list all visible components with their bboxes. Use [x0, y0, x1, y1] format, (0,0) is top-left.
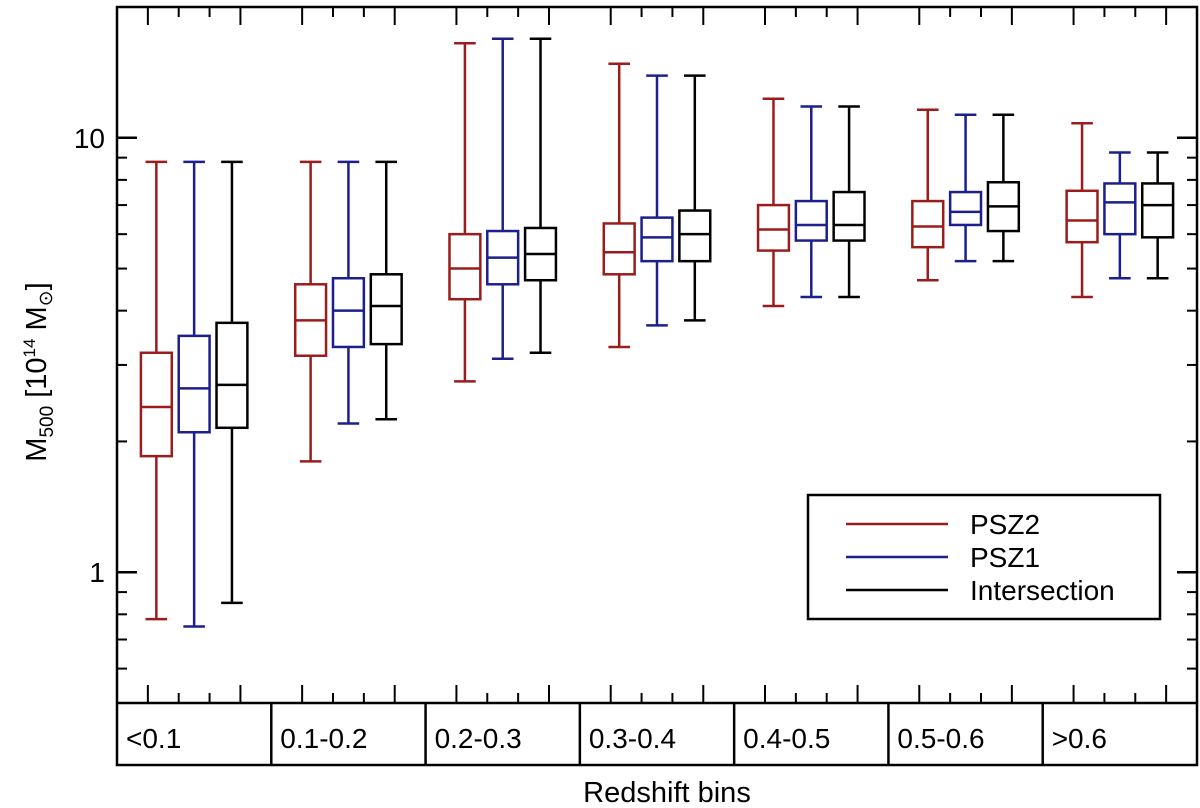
box — [756, 203, 791, 252]
legend-label: Intersection — [970, 575, 1115, 606]
box-groups — [139, 37, 1175, 628]
bin-label: 0.5-0.6 — [897, 723, 984, 754]
box — [448, 232, 482, 301]
y-label-unit-suffix: M — [21, 306, 53, 338]
legend-label: PSZ1 — [970, 542, 1040, 573]
box — [177, 334, 211, 434]
x-axis-label: Redshift bins — [583, 777, 751, 808]
box — [911, 199, 945, 249]
bin-label: 0.2-0.3 — [435, 723, 522, 754]
series-psz2 — [139, 42, 1099, 621]
box — [678, 209, 712, 263]
box — [640, 216, 674, 263]
y-axis: 1 10 — [74, 6, 1197, 670]
legend-label: PSZ2 — [970, 509, 1040, 540]
bin-label: 0.3-0.4 — [589, 723, 676, 754]
y-label-main: M — [21, 438, 53, 462]
y-label-unit-superscript: 14 — [20, 339, 39, 358]
y-label-unit-symbol: ⊙ — [36, 290, 57, 306]
box — [1140, 182, 1175, 239]
plot-frame — [115, 5, 1199, 767]
bin-label: <0.1 — [126, 723, 181, 754]
box — [832, 190, 866, 242]
box — [794, 199, 828, 242]
redshift-bin-band: <0.1 0.1-0.2 0.2-0.3 0.3-0.4 0.4-0.5 0.5-0.6 >… — [126, 7, 1168, 765]
bin-label: >0.6 — [1052, 723, 1107, 754]
box — [331, 276, 366, 349]
y-label-close: ] — [21, 282, 53, 290]
box — [369, 273, 403, 346]
box — [1065, 189, 1099, 244]
y-tick-label: 10 — [74, 123, 105, 154]
y-label-subscript: 500 — [37, 406, 58, 438]
plot-border — [115, 5, 1199, 767]
y-label-unit-prefix: [10 — [21, 357, 53, 405]
box — [602, 222, 636, 276]
box — [215, 321, 249, 430]
bin-label: 0.1-0.2 — [280, 723, 367, 754]
y-tick-label: 1 — [89, 557, 105, 588]
box — [1103, 182, 1137, 236]
y-axis-label: M500 [1014 M⊙] — [20, 282, 58, 461]
series-psz1 — [177, 37, 1137, 628]
box — [948, 190, 983, 227]
box — [139, 351, 174, 458]
series-intersection — [215, 37, 1175, 605]
bin-label: 0.4-0.5 — [743, 723, 830, 754]
